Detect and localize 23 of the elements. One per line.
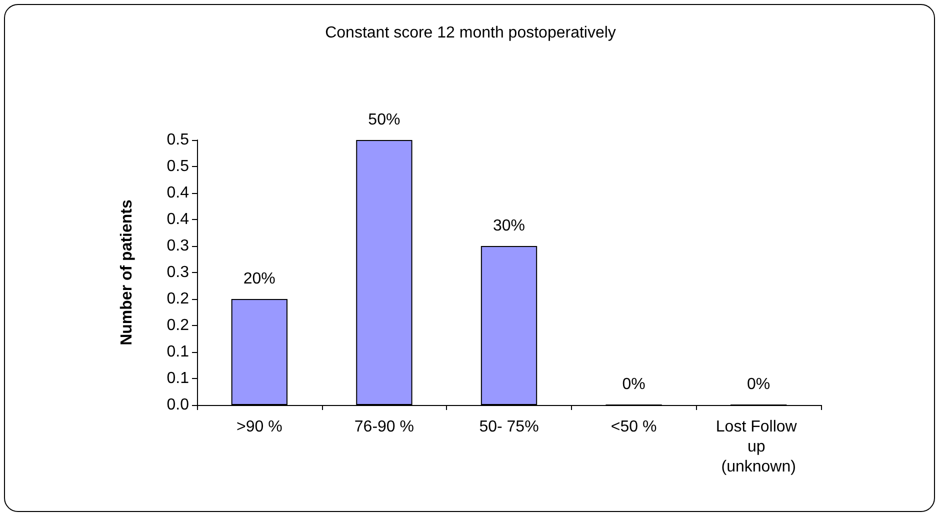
y-tick-label: 0.3 <box>166 264 190 281</box>
data-label: 0% <box>622 376 646 393</box>
chart-title: Constant score 12 month postoperatively <box>325 24 616 42</box>
y-tick-label: 0.2 <box>166 317 190 334</box>
data-label: 30% <box>492 218 526 234</box>
y-tick-label: 0.4 <box>166 211 190 228</box>
y-tick-label: 0.4 <box>166 184 190 202</box>
data-label: 0% <box>747 376 770 393</box>
y-tick-label: 0.3 <box>166 238 190 254</box>
data-label: 50% <box>368 112 400 128</box>
y-tick-label: 0.2 <box>166 290 190 308</box>
y-tick-label: 0.1 <box>166 344 190 360</box>
x-tick-label: 76-90 % <box>354 418 414 436</box>
y-tick-label: 0.0 <box>166 396 190 414</box>
x-tick-label: >90 % <box>236 418 282 436</box>
y-tick-label: 0.5 <box>166 132 190 148</box>
y-tick-label: 0.1 <box>166 370 190 387</box>
y-axis-title: Number of patients <box>118 200 136 346</box>
x-tick-label: 50- 75% <box>479 418 539 436</box>
x-tick-label: Lost Follow up (unknown) <box>716 418 802 476</box>
x-tick-label: <50 % <box>610 418 657 436</box>
y-tick-label: 0.5 <box>166 158 190 175</box>
data-label: 20% <box>243 270 276 288</box>
